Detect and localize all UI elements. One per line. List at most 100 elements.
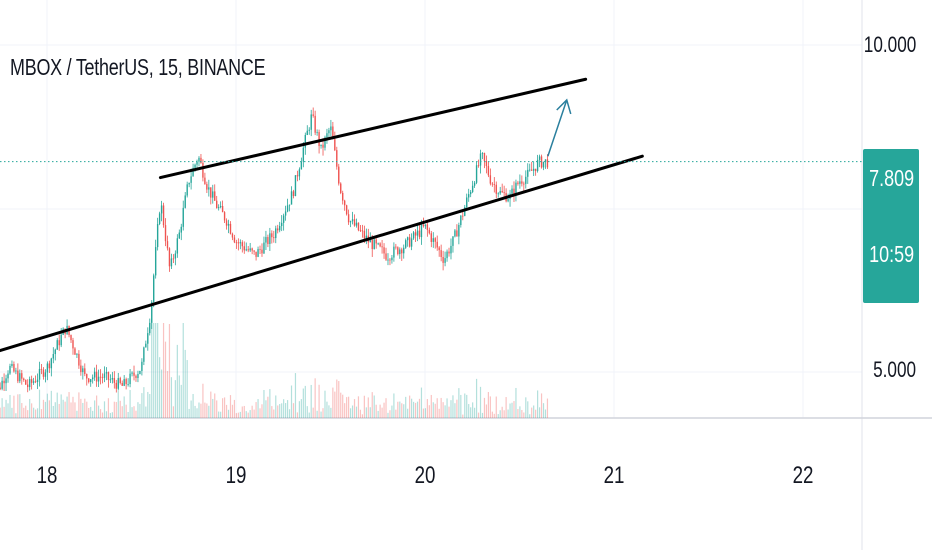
- volume-bar: [519, 406, 521, 418]
- candle-body: [381, 246, 383, 248]
- candle-body: [288, 204, 291, 206]
- candle-body: [251, 248, 253, 251]
- volume-bar: [491, 411, 493, 418]
- candle-body: [151, 301, 153, 323]
- volume-bar: [94, 400, 96, 418]
- volume-bar: [263, 390, 265, 418]
- candle-body: [113, 378, 116, 383]
- candle-body: [391, 257, 393, 261]
- volume-bar: [507, 409, 509, 418]
- volume-bar: [428, 405, 430, 418]
- volume-bar: [245, 411, 247, 418]
- candle-body: [217, 207, 220, 209]
- volume-bar: [64, 401, 66, 418]
- volume-bar: [214, 393, 216, 418]
- candle-body: [54, 349, 56, 355]
- volume-bar: [50, 390, 52, 418]
- volume-bar: [204, 402, 206, 418]
- candle-body: [477, 165, 480, 167]
- candle-body: [223, 212, 226, 221]
- candle-body: [60, 334, 62, 346]
- volume-bar: [296, 412, 299, 418]
- candle-body: [426, 224, 429, 230]
- volume-bar: [290, 385, 293, 418]
- volume-bar: [46, 393, 48, 418]
- candle-body: [497, 193, 499, 195]
- volume-bar: [481, 412, 484, 418]
- volume-bar: [186, 360, 188, 418]
- candle-body: [180, 226, 182, 233]
- volume-bar: [312, 407, 314, 418]
- volume-bar: [212, 398, 214, 418]
- candle-body: [438, 247, 440, 251]
- volume-bar: [349, 408, 352, 418]
- candle-body: [129, 373, 131, 385]
- candle-body: [111, 378, 114, 380]
- volume-bar: [117, 390, 119, 418]
- volume-bar: [90, 406, 92, 418]
- volume-bar: [220, 411, 222, 418]
- volume-bar: [88, 407, 90, 418]
- volume-bar: [97, 405, 100, 418]
- candle-body: [19, 373, 21, 382]
- candle-body: [340, 183, 342, 193]
- candle-body: [399, 249, 401, 255]
- candle-body: [119, 378, 121, 383]
- candle-body: [373, 239, 375, 250]
- candle-body: [239, 242, 242, 244]
- volume-bar: [113, 401, 115, 418]
- volume-bar: [401, 403, 403, 418]
- volume-bar: [202, 383, 204, 418]
- candle-body: [42, 369, 45, 377]
- volume-bar: [1, 398, 3, 418]
- candle-body: [487, 166, 490, 176]
- volume-bar: [338, 381, 340, 418]
- volume-bar: [542, 403, 545, 418]
- volume-bar: [495, 396, 497, 418]
- candle-body: [227, 223, 230, 226]
- candle-body: [131, 372, 133, 374]
- volume-bar: [477, 412, 480, 418]
- volume-bar: [505, 397, 507, 418]
- candle-body: [243, 246, 245, 251]
- candle-body: [430, 233, 432, 242]
- volume-bar: [489, 396, 491, 418]
- candle-body: [308, 129, 310, 131]
- candle-body: [300, 161, 303, 170]
- volume-bar: [58, 403, 60, 418]
- candle-body: [34, 381, 37, 383]
- candle-body: [357, 222, 360, 231]
- candle-body: [515, 182, 517, 195]
- symbol-title[interactable]: MBOX / TetherUS, 15, BINANCE: [10, 54, 266, 80]
- candle-body: [229, 223, 232, 234]
- candle-body: [275, 228, 277, 239]
- candle-body: [324, 137, 326, 148]
- candle-body: [412, 232, 415, 239]
- volume-bar: [111, 412, 113, 418]
- candle-body: [164, 225, 167, 242]
- candle-body: [306, 130, 308, 135]
- volume-bar: [38, 389, 41, 418]
- volume-bar: [454, 403, 456, 418]
- volume-bar: [281, 403, 283, 418]
- volume-bar: [36, 408, 39, 418]
- volume-bar: [533, 405, 535, 418]
- candle-body: [432, 238, 434, 242]
- volume-bar: [0, 407, 1, 418]
- volume-bar: [474, 407, 476, 418]
- volume-bar: [546, 398, 549, 418]
- candle-body: [318, 132, 320, 147]
- candle-body: [314, 115, 316, 133]
- volume-bar: [107, 398, 110, 418]
- candle-body: [332, 126, 334, 140]
- candle-body: [418, 230, 421, 238]
- candle-body: [105, 372, 108, 374]
- candle-body: [166, 241, 169, 249]
- volume-bar: [322, 408, 324, 418]
- volume-bar: [267, 396, 269, 418]
- candle-body: [377, 243, 379, 245]
- candle-body: [162, 205, 165, 226]
- candle-body: [403, 247, 405, 254]
- candle-body: [483, 153, 486, 162]
